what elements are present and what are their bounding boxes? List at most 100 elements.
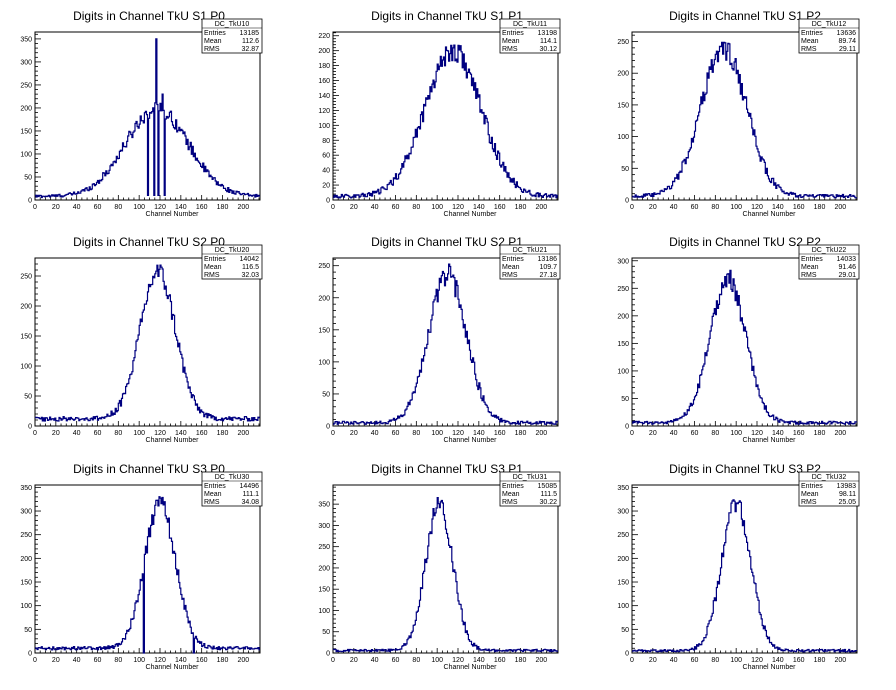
stats-label: Entries — [204, 256, 226, 263]
stats-value: 98.11 — [839, 491, 856, 498]
stats-label: Mean — [204, 264, 222, 271]
x-tick-label: 0 — [630, 657, 634, 664]
y-tick-label: 100 — [20, 151, 32, 158]
y-tick-label: 250 — [20, 82, 32, 89]
x-tick-label: 0 — [33, 430, 37, 437]
panel-title: Digits in Channel TkU S3 P0 — [73, 462, 225, 476]
x-tick-label: 60 — [392, 657, 400, 664]
plot-frame — [34, 257, 261, 427]
y-tick-label: 250 — [617, 286, 629, 293]
x-tick-label: 20 — [52, 430, 60, 437]
histogram-panel: Digits in Channel TkU S1 P2 0 20 40 60 80 100 1… — [617, 9, 860, 218]
stats-box — [201, 244, 263, 280]
x-tick-label: 80 — [711, 430, 719, 437]
stats-label: Entries — [204, 483, 226, 490]
histogram-panel: Digits in Channel TkU S2 P2 0 20 40 60 80 100 1… — [617, 235, 860, 444]
x-tick-label: 160 — [196, 430, 208, 437]
y-tick-label: 100 — [20, 603, 32, 610]
x-tick-label: 60 — [691, 430, 699, 437]
x-tick-label: 120 — [154, 657, 166, 664]
stats-value: 13185 — [240, 30, 260, 37]
stats-label: RMS — [502, 272, 518, 279]
stats-label: RMS — [502, 46, 518, 53]
y-tick-label: 0 — [326, 198, 330, 205]
y-tick-label: 80 — [322, 138, 330, 145]
x-tick-label: 200 — [834, 430, 846, 437]
y-tick-label: 150 — [617, 102, 629, 109]
x-tick-label: 160 — [793, 430, 805, 437]
stats-value: 13636 — [837, 30, 857, 37]
y-tick-label: 0 — [326, 424, 330, 431]
y-tick-label: 200 — [318, 565, 330, 572]
panel-title: Digits in Channel TkU S2 P0 — [73, 235, 225, 249]
stats-value: 13186 — [538, 256, 558, 263]
y-tick-label: 50 — [322, 391, 330, 398]
y-tick-label: 200 — [617, 556, 629, 563]
y-tick-label: 0 — [28, 198, 32, 205]
stats-box — [499, 244, 561, 280]
y-tick-label: 50 — [621, 396, 629, 403]
y-tick-label: 300 — [20, 509, 32, 516]
stats-label: Mean — [801, 491, 819, 498]
x-tick-label: 80 — [114, 430, 122, 437]
panel-title: Digits in Channel TkU S3 P2 — [669, 462, 821, 476]
x-tick-label: 120 — [154, 204, 166, 211]
stats-name: DC_TkU21 — [513, 247, 548, 254]
x-tick-label: 180 — [515, 657, 527, 664]
x-tick-label: 40 — [73, 204, 81, 211]
stats-value: 14033 — [837, 256, 857, 263]
x-tick-label: 80 — [711, 204, 719, 211]
stats-value: 14496 — [240, 483, 260, 490]
x-tick-label: 200 — [237, 430, 249, 437]
x-tick-label: 180 — [814, 204, 826, 211]
x-tick-label: 60 — [691, 657, 699, 664]
x-tick-label: 100 — [133, 204, 145, 211]
x-tick-label: 80 — [412, 204, 420, 211]
stats-label: Entries — [801, 483, 823, 490]
x-tick-label: 40 — [371, 430, 379, 437]
x-tick-label: 80 — [114, 657, 122, 664]
histogram-line — [333, 497, 558, 653]
x-tick-label: 80 — [412, 657, 420, 664]
histogram-line — [35, 496, 260, 654]
y-tick-label: 100 — [318, 359, 330, 366]
y-tick-label: 40 — [322, 168, 330, 175]
y-tick-label: 350 — [20, 485, 32, 492]
stats-value: 112.6 — [242, 38, 259, 45]
x-tick-label: 200 — [535, 657, 547, 664]
y-tick-label: 350 — [318, 502, 330, 509]
x-tick-label: 180 — [515, 430, 527, 437]
histogram-line — [333, 263, 558, 425]
x-tick-label: 120 — [154, 430, 166, 437]
y-tick-label: 250 — [318, 544, 330, 551]
stats-box — [499, 18, 561, 54]
x-tick-label: 160 — [196, 657, 208, 664]
y-tick-label: 300 — [318, 523, 330, 530]
x-tick-label: 120 — [452, 430, 464, 437]
x-tick-label: 20 — [52, 657, 60, 664]
stats-value: 114.1 — [540, 38, 557, 45]
histogram-panel: Digits in Channel TkU S3 P0 0 20 40 60 80 100 1… — [20, 462, 263, 671]
x-tick-label: 180 — [217, 204, 229, 211]
y-tick-label: 200 — [617, 71, 629, 78]
x-axis-title: Channel Number — [444, 664, 498, 671]
y-tick-label: 100 — [318, 123, 330, 130]
stats-name: DC_TkU20 — [215, 247, 250, 254]
histogram-panel: Digits in Channel TkU S3 P1 0 20 40 60 80 100 1… — [318, 462, 561, 671]
histogram-line — [333, 44, 558, 199]
x-axis-title: Channel Number — [743, 664, 797, 671]
x-axis-title: Channel Number — [743, 211, 797, 218]
x-tick-label: 140 — [175, 430, 187, 437]
histogram-panel: Digits in Channel TkU S1 P1 0 20 40 60 80 100 1… — [318, 9, 561, 218]
x-tick-label: 160 — [793, 657, 805, 664]
y-tick-label: 220 — [318, 33, 330, 40]
y-tick-label: 100 — [617, 368, 629, 375]
x-tick-label: 20 — [350, 204, 358, 211]
stats-value: 34.08 — [241, 499, 259, 506]
y-tick-label: 250 — [20, 274, 32, 281]
y-tick-label: 50 — [322, 629, 330, 636]
y-tick-label: 300 — [20, 59, 32, 66]
x-tick-label: 120 — [751, 657, 763, 664]
x-axis-title: Channel Number — [146, 437, 200, 444]
